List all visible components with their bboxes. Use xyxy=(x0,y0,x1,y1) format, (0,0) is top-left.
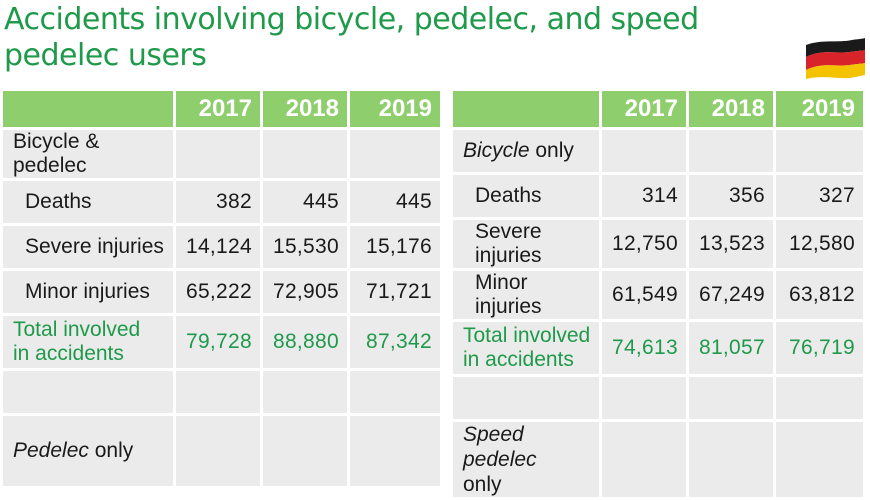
year-header-2017: 2017 xyxy=(176,91,260,127)
value-cell: 71,721 xyxy=(350,271,440,313)
section-row: Pedelec only xyxy=(3,416,440,486)
value-cell: 12,750 xyxy=(602,220,686,268)
header-blank-cell xyxy=(453,91,599,127)
row-label-severe-injuries: Severe injuries xyxy=(453,220,599,268)
year-header-2018: 2018 xyxy=(263,91,347,127)
value-cell: 12,580 xyxy=(776,220,863,268)
total-value-cell: 76,719 xyxy=(776,322,863,374)
value-cell: 382 xyxy=(176,181,260,223)
value-cell: 67,249 xyxy=(689,271,773,319)
row-label-severe-injuries: Severe injuries xyxy=(3,226,173,268)
table-header-row: 2017 2018 2019 xyxy=(3,91,440,127)
header-blank-cell xyxy=(3,91,173,127)
year-header-2017: 2017 xyxy=(602,91,686,127)
section-row: Bicycle & pedelec xyxy=(3,130,440,178)
row-label-total: Total involved in accidents xyxy=(453,322,599,374)
year-header-2019: 2019 xyxy=(776,91,863,127)
value-cell: 15,530 xyxy=(263,226,347,268)
value-cell: 445 xyxy=(263,181,347,223)
spacer-row xyxy=(453,377,863,419)
value-cell: 356 xyxy=(689,175,773,217)
value-cell: 445 xyxy=(350,181,440,223)
table-row: Deaths 314 356 327 xyxy=(453,175,863,217)
total-row: Total involved in accidents 74,613 81,057… xyxy=(453,322,863,374)
section-label-bicycle-only: Bicycle only xyxy=(453,130,599,172)
row-label-minor-injuries: Minor injuries xyxy=(453,271,599,319)
table-row: Minor injuries 61,549 67,249 63,812 xyxy=(453,271,863,319)
section-label-bicycle-pedelec: Bicycle & pedelec xyxy=(3,130,173,178)
value-cell: 327 xyxy=(776,175,863,217)
right-accidents-table: 2017 2018 2019 Bicycle only Deaths 314 3… xyxy=(450,88,866,500)
section-label-pedelec-only: Pedelec only xyxy=(3,416,173,486)
table-header-row: 2017 2018 2019 xyxy=(453,91,863,127)
section-row: Speed pedelec only xyxy=(453,422,863,497)
value-cell: 314 xyxy=(602,175,686,217)
table-row: Severe injuries 12,750 13,523 12,580 xyxy=(453,220,863,268)
page-title: Accidents involving bicycle, pedelec, an… xyxy=(4,2,699,73)
table-row: Minor injuries 65,222 72,905 71,721 xyxy=(3,271,440,313)
total-value-cell: 88,880 xyxy=(263,316,347,368)
value-cell: 14,124 xyxy=(176,226,260,268)
total-value-cell: 74,613 xyxy=(602,322,686,374)
year-header-2019: 2019 xyxy=(350,91,440,127)
total-value-cell: 79,728 xyxy=(176,316,260,368)
total-value-cell: 81,057 xyxy=(689,322,773,374)
germany-flag-icon xyxy=(806,38,865,79)
table-row: Severe injuries 14,124 15,530 15,176 xyxy=(3,226,440,268)
value-cell: 63,812 xyxy=(776,271,863,319)
row-label-total: Total involved in accidents xyxy=(3,316,173,368)
year-header-2018: 2018 xyxy=(689,91,773,127)
value-cell: 61,549 xyxy=(602,271,686,319)
total-row: Total involved in accidents 79,728 88,880… xyxy=(3,316,440,368)
section-label-speed-pedelec-only: Speed pedelec only xyxy=(453,422,599,497)
value-cell: 15,176 xyxy=(350,226,440,268)
row-label-deaths: Deaths xyxy=(453,175,599,217)
row-label-deaths: Deaths xyxy=(3,181,173,223)
spacer-row xyxy=(3,371,440,413)
value-cell: 72,905 xyxy=(263,271,347,313)
value-cell: 65,222 xyxy=(176,271,260,313)
table-row: Deaths 382 445 445 xyxy=(3,181,440,223)
section-row: Bicycle only xyxy=(453,130,863,172)
left-accidents-table: 2017 2018 2019 Bicycle & pedelec Deaths … xyxy=(0,88,443,489)
row-label-minor-injuries: Minor injuries xyxy=(3,271,173,313)
total-value-cell: 87,342 xyxy=(350,316,440,368)
value-cell: 13,523 xyxy=(689,220,773,268)
